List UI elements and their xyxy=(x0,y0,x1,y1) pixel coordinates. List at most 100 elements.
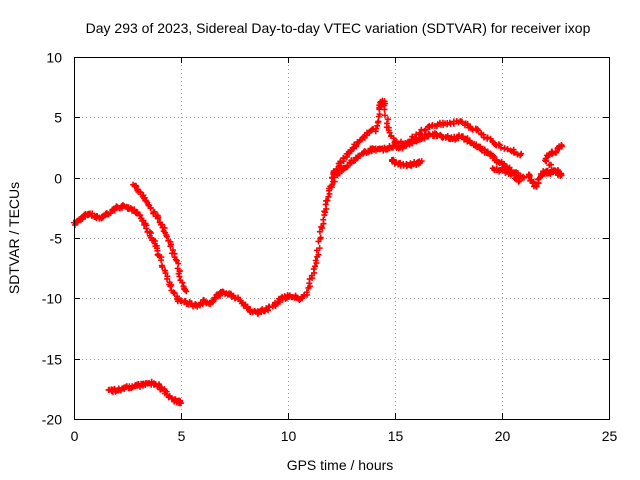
data-point xyxy=(416,129,423,136)
x-axis-label: GPS time / hours xyxy=(287,457,394,473)
data-point xyxy=(546,162,553,169)
y-tick-label: -15 xyxy=(42,352,62,368)
data-point xyxy=(344,162,351,169)
series-low-track xyxy=(105,378,184,407)
data-point xyxy=(405,138,412,145)
data-point xyxy=(145,201,152,208)
data-point xyxy=(412,134,419,141)
data-point xyxy=(513,175,520,182)
data-point xyxy=(517,152,524,159)
data-point xyxy=(421,134,428,141)
data-point xyxy=(158,257,165,264)
data-point xyxy=(169,247,176,254)
data-point xyxy=(320,216,327,223)
x-tick-label: 20 xyxy=(495,428,511,444)
data-point xyxy=(163,233,170,240)
data-point xyxy=(515,178,522,185)
x-tick-label: 5 xyxy=(178,428,186,444)
axis-ticks: 0 5 10 15 20 25 -20 -15 -10 -5 0 5 10 xyxy=(42,50,618,445)
data-point xyxy=(418,158,425,165)
data-point xyxy=(183,288,190,295)
data-point xyxy=(316,245,323,252)
data-point xyxy=(311,263,318,270)
data-point xyxy=(318,223,325,230)
x-tick-label: 15 xyxy=(388,428,404,444)
data-point xyxy=(475,127,482,134)
data-point xyxy=(162,270,169,277)
data-point xyxy=(328,182,335,189)
data-point xyxy=(303,289,310,296)
data-point xyxy=(408,136,415,143)
data-point xyxy=(147,204,154,211)
y-tick-label: -5 xyxy=(50,231,63,247)
data-point xyxy=(317,234,324,241)
data-point xyxy=(504,146,511,153)
data-point xyxy=(558,141,565,148)
data-point xyxy=(390,135,397,142)
data-point xyxy=(119,202,126,209)
series-descending-branch xyxy=(130,181,190,295)
data-point xyxy=(514,170,521,177)
data-point xyxy=(176,397,183,404)
data-point xyxy=(175,270,182,277)
data-point xyxy=(521,174,528,181)
data-point xyxy=(319,224,326,231)
series-upper-branch xyxy=(328,97,525,181)
series-late-segment xyxy=(525,141,565,190)
y-tick-label: 5 xyxy=(54,110,62,126)
data-point xyxy=(458,119,465,125)
data-point xyxy=(373,125,380,132)
data-point xyxy=(312,257,319,264)
data-point xyxy=(111,207,118,214)
data-point xyxy=(171,290,178,297)
grid-lines xyxy=(74,57,609,419)
data-point xyxy=(384,116,391,123)
data-point xyxy=(172,256,179,263)
y-tick-label: 0 xyxy=(54,171,62,187)
y-tick-label: -10 xyxy=(42,291,62,307)
data-point xyxy=(143,225,150,232)
data-point xyxy=(542,155,549,162)
data-point xyxy=(151,208,158,215)
data-point xyxy=(558,172,565,179)
series-main-track xyxy=(70,130,528,317)
data-point xyxy=(167,243,174,250)
data-point xyxy=(167,283,174,290)
data-point xyxy=(381,112,388,119)
y-tick-label: -20 xyxy=(42,412,62,428)
x-tick-label: 0 xyxy=(71,428,79,444)
data-point xyxy=(552,149,559,156)
x-tick-label: 10 xyxy=(281,428,297,444)
data-point xyxy=(324,197,331,204)
data-point xyxy=(510,149,517,156)
data-points xyxy=(70,97,565,407)
data-point xyxy=(157,221,164,228)
y-tick-label: 10 xyxy=(46,50,62,66)
data-point xyxy=(176,273,183,280)
data-point xyxy=(520,173,527,180)
data-point xyxy=(179,279,186,286)
data-point xyxy=(276,299,283,306)
data-point xyxy=(133,183,140,190)
data-point xyxy=(322,209,329,216)
chart-title: Day 293 of 2023, Sidereal Day-to-day VTE… xyxy=(86,20,591,36)
data-point xyxy=(182,297,189,304)
x-tick-label: 25 xyxy=(602,428,618,444)
data-point xyxy=(516,177,523,184)
data-point xyxy=(139,217,146,224)
data-point xyxy=(316,228,323,235)
data-point xyxy=(386,129,393,136)
data-point xyxy=(421,127,428,134)
data-point xyxy=(325,193,332,200)
data-point xyxy=(329,174,336,181)
data-point xyxy=(154,215,161,222)
series-lower-branch xyxy=(388,156,523,185)
data-point xyxy=(495,141,502,148)
data-point xyxy=(170,289,177,296)
data-point xyxy=(381,106,388,113)
data-point xyxy=(551,167,558,174)
y-axis-label: SDTVAR / TECUs xyxy=(6,182,22,294)
data-point xyxy=(164,275,171,282)
data-point xyxy=(331,169,338,176)
